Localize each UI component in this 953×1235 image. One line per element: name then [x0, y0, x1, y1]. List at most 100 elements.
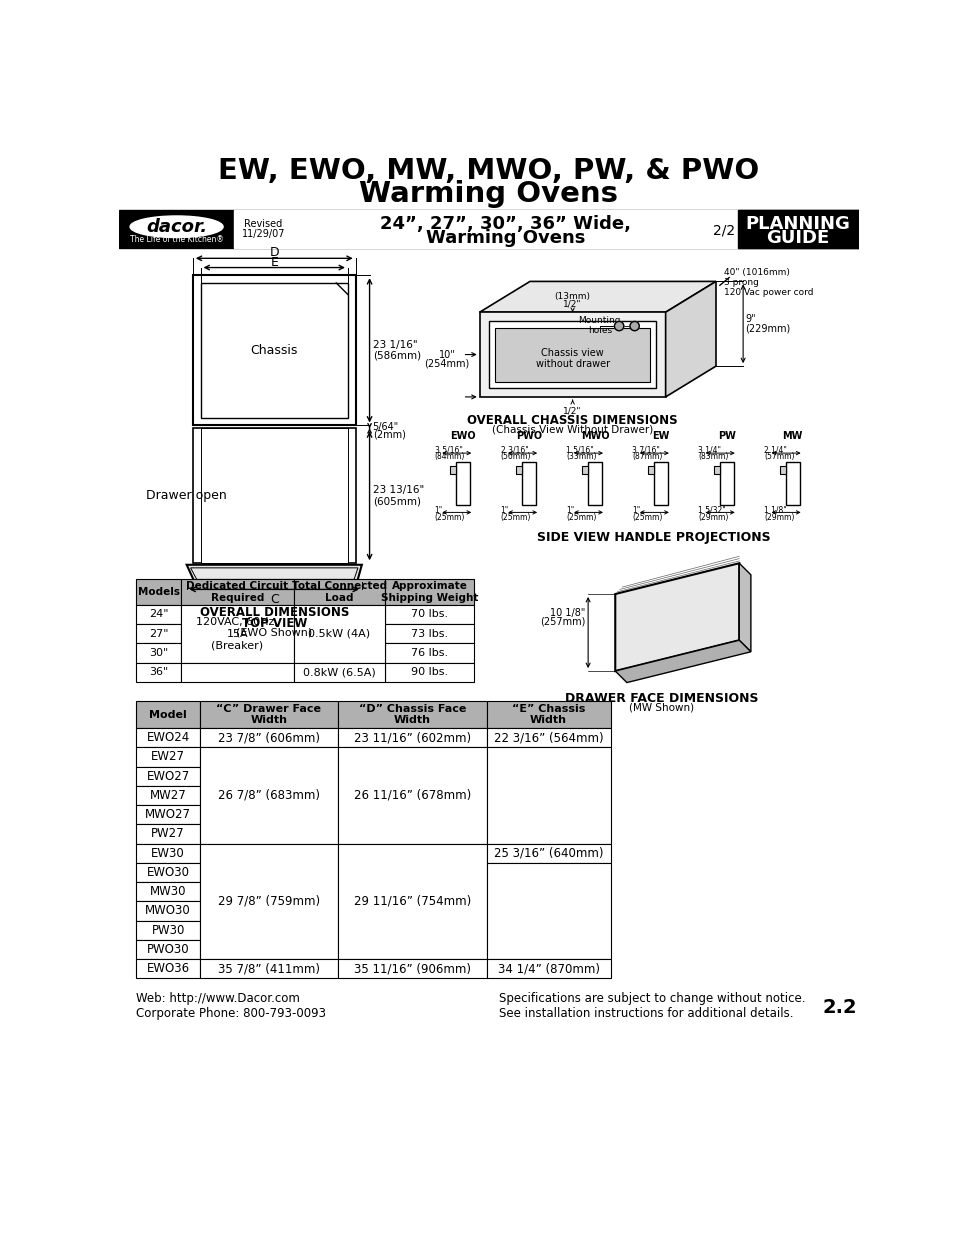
Text: EW: EW: [652, 431, 669, 441]
Text: (EWO Shown): (EWO Shown): [236, 627, 312, 637]
Text: 11/29/07: 11/29/07: [241, 230, 285, 240]
Text: 27": 27": [149, 629, 169, 638]
Text: 24”, 27”, 30”, 36” Wide,: 24”, 27”, 30”, 36” Wide,: [379, 215, 631, 232]
Text: dacor.: dacor.: [146, 217, 207, 236]
Bar: [199, 701, 337, 727]
Text: 24": 24": [149, 609, 169, 620]
Text: 1 1/8": 1 1/8": [763, 505, 786, 515]
Text: (586mm): (586mm): [373, 351, 420, 361]
Bar: [136, 643, 181, 662]
Bar: [136, 579, 181, 605]
Bar: [647, 466, 654, 474]
Bar: [450, 466, 456, 474]
Bar: [488, 321, 656, 388]
Bar: [136, 844, 199, 863]
Text: (25mm): (25mm): [435, 513, 464, 521]
Polygon shape: [187, 564, 361, 582]
Text: MW30: MW30: [150, 885, 186, 898]
Text: Web: http://www.Dacor.com
Corporate Phone: 800-793-0093: Web: http://www.Dacor.com Corporate Phon…: [136, 992, 326, 1020]
Text: 0.8kW (6.5A): 0.8kW (6.5A): [303, 667, 375, 677]
Bar: [294, 605, 385, 662]
Text: Specifications are subject to change without notice.
See installation instructio: Specifications are subject to change wit…: [498, 992, 804, 1020]
Text: “C” Drawer Face
Width: “C” Drawer Face Width: [216, 704, 321, 725]
Polygon shape: [479, 282, 716, 312]
Bar: [587, 462, 601, 505]
Text: 23 1/16": 23 1/16": [373, 340, 416, 350]
Bar: [486, 960, 610, 978]
Text: PWO: PWO: [516, 431, 541, 441]
Text: EWO: EWO: [450, 431, 476, 441]
Bar: [720, 462, 733, 505]
Bar: [581, 466, 587, 474]
Bar: [136, 940, 199, 960]
Bar: [136, 824, 199, 844]
Bar: [136, 727, 199, 747]
Text: 29 11/16” (754mm): 29 11/16” (754mm): [354, 895, 471, 908]
Polygon shape: [615, 563, 739, 671]
Text: Dedicated Circuit
Required: Dedicated Circuit Required: [186, 582, 288, 603]
Text: (57mm): (57mm): [763, 452, 794, 462]
Bar: [136, 960, 199, 978]
Bar: [385, 624, 474, 643]
Text: (25mm): (25mm): [566, 513, 597, 521]
Text: MWO: MWO: [580, 431, 609, 441]
Text: (83mm): (83mm): [698, 452, 728, 462]
Bar: [486, 844, 610, 863]
Text: 23 7/8” (606mm): 23 7/8” (606mm): [217, 731, 319, 745]
Text: 26 11/16” (678mm): 26 11/16” (678mm): [354, 789, 471, 802]
Bar: [385, 643, 474, 662]
Text: MW: MW: [781, 431, 802, 441]
Text: 1": 1": [435, 505, 442, 515]
Bar: [385, 662, 474, 682]
Text: 70 lbs.: 70 lbs.: [411, 609, 448, 620]
Text: 90 lbs.: 90 lbs.: [411, 667, 448, 677]
Text: 2 3/16": 2 3/16": [500, 446, 528, 454]
Text: Chassis view
without drawer: Chassis view without drawer: [535, 347, 609, 369]
Polygon shape: [665, 282, 716, 396]
Text: (33mm): (33mm): [566, 452, 597, 462]
Bar: [385, 579, 474, 605]
Bar: [233, 210, 738, 248]
Text: (13mm): (13mm): [554, 293, 590, 301]
Text: 40" (1016mm)
3 prong
120 Vac power cord: 40" (1016mm) 3 prong 120 Vac power cord: [723, 268, 812, 298]
Text: PW30: PW30: [152, 924, 185, 936]
Text: GUIDE: GUIDE: [765, 230, 829, 247]
Text: 30": 30": [149, 648, 169, 658]
Bar: [486, 701, 610, 727]
Circle shape: [614, 321, 623, 331]
Text: EWO36: EWO36: [147, 962, 190, 976]
Text: OVERALL DIMENSIONS: OVERALL DIMENSIONS: [199, 606, 349, 619]
Text: Models: Models: [137, 587, 179, 597]
Text: EW27: EW27: [151, 751, 185, 763]
Bar: [654, 462, 667, 505]
Text: EWO27: EWO27: [147, 769, 190, 783]
Circle shape: [629, 321, 639, 331]
Bar: [136, 785, 199, 805]
Text: Total Connected
Load: Total Connected Load: [292, 582, 387, 603]
Text: 1 5/32": 1 5/32": [698, 505, 725, 515]
Bar: [136, 662, 181, 682]
Text: (254mm): (254mm): [424, 359, 469, 369]
Bar: [136, 624, 181, 643]
Text: (84mm): (84mm): [435, 452, 464, 462]
Text: 1": 1": [632, 505, 639, 515]
Text: EWO24: EWO24: [147, 731, 190, 745]
Text: Revised: Revised: [244, 219, 282, 228]
Text: MWO30: MWO30: [145, 904, 191, 918]
Bar: [486, 863, 610, 960]
Text: 1": 1": [566, 505, 574, 515]
Bar: [136, 882, 199, 902]
Text: Mounting
holes: Mounting holes: [578, 316, 620, 336]
Bar: [337, 960, 486, 978]
Text: 1/2": 1/2": [563, 406, 581, 415]
Text: 10 1/8": 10 1/8": [550, 608, 585, 618]
Bar: [785, 462, 799, 505]
Text: (25mm): (25mm): [632, 513, 662, 521]
Text: Drawer open: Drawer open: [146, 489, 227, 503]
Text: (29mm): (29mm): [698, 513, 728, 521]
Text: (25mm): (25mm): [500, 513, 531, 521]
Text: 3 5/16": 3 5/16": [435, 446, 462, 454]
Bar: [193, 275, 355, 425]
Text: 23 11/16” (602mm): 23 11/16” (602mm): [354, 731, 470, 745]
Text: 2/2: 2/2: [713, 224, 735, 237]
